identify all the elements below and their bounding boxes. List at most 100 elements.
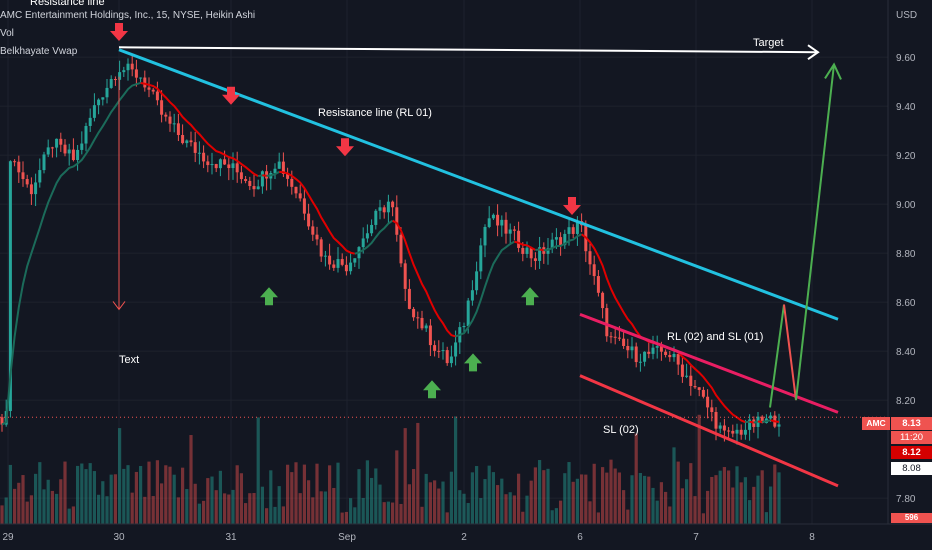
candle-body — [101, 97, 105, 100]
volume-bar — [298, 493, 302, 524]
candle-body — [67, 149, 71, 154]
candle-body — [281, 161, 285, 174]
volume-bar — [626, 509, 630, 524]
candle-body — [748, 419, 752, 430]
volume-bar — [525, 495, 529, 524]
volume-bar — [664, 491, 668, 524]
candle-body — [214, 164, 218, 169]
volume-bar — [323, 491, 327, 524]
volume-bar — [407, 484, 411, 524]
volume-bar — [340, 512, 344, 524]
volume-bar — [752, 486, 756, 524]
vwap-segment — [455, 240, 515, 338]
volume-bar — [59, 479, 63, 524]
volume-bar — [101, 481, 105, 524]
volume-bar — [206, 478, 210, 524]
volume-bar — [231, 489, 235, 524]
volume-bar — [378, 484, 382, 524]
vwap-segment — [140, 81, 259, 178]
volume-bar — [462, 493, 466, 524]
volume-bar — [739, 482, 743, 524]
volume-bar — [491, 472, 495, 524]
countdown-tag: 11:20 — [891, 431, 932, 444]
volume-bar — [181, 467, 185, 524]
volume-bar — [319, 491, 323, 524]
annotation-target[interactable]: Target — [753, 37, 784, 49]
candle-body — [34, 182, 38, 195]
annotation-rl01[interactable]: Resistance line (RL 01) — [318, 107, 432, 119]
candle-body — [38, 170, 42, 183]
candle-body — [491, 214, 495, 219]
candle-body — [424, 325, 428, 329]
time-tick-label: 30 — [113, 532, 125, 543]
vol-label[interactable]: Vol — [0, 28, 14, 39]
indicator-label[interactable]: Belkhayate Vwap — [0, 46, 78, 57]
annotation-resistance-top[interactable]: Resistance line — [30, 0, 105, 8]
volume-bar — [67, 508, 71, 524]
annotation-sl02[interactable]: SL (02) — [603, 424, 639, 436]
volume-bar — [227, 494, 231, 524]
candle-body — [25, 179, 29, 185]
time-tick-label: 29 — [2, 532, 14, 543]
candle-body — [752, 419, 756, 427]
candle-body — [17, 161, 21, 173]
candle-body — [290, 178, 294, 187]
volume-bar — [659, 482, 663, 524]
vwap-segment — [749, 420, 755, 424]
candle-body — [248, 180, 252, 187]
volume-bar — [357, 469, 361, 524]
volume-bar — [718, 470, 722, 524]
annotation-text[interactable]: Text — [119, 354, 140, 366]
volume-bar — [273, 506, 277, 524]
candle-body — [412, 308, 416, 318]
candle-body — [538, 247, 542, 261]
volume-bar — [449, 471, 453, 524]
volume-bar — [328, 465, 332, 524]
candle-body — [592, 264, 596, 277]
candle-body — [370, 224, 374, 234]
candle-body — [29, 184, 33, 195]
candle-body — [218, 159, 222, 169]
volume-bar — [109, 474, 113, 524]
candle-body — [428, 325, 432, 346]
time-tick-label: 31 — [225, 532, 237, 543]
swing-high-down-arrow — [110, 23, 128, 42]
volume-bar — [571, 481, 575, 524]
volume-bar — [164, 465, 168, 524]
secondary-price-tag: 8.08 — [891, 462, 932, 475]
volume-bar — [42, 489, 46, 524]
volume-bar — [286, 464, 290, 524]
candle-body — [542, 247, 546, 254]
candle-body — [8, 161, 12, 412]
volume-bar — [391, 502, 395, 524]
volume-bar — [441, 481, 445, 524]
candle-body — [227, 164, 231, 169]
candle-body — [554, 237, 558, 240]
candle-body — [634, 346, 638, 363]
candle-body — [420, 317, 424, 329]
volume-bar — [210, 476, 214, 524]
volume-bar — [508, 492, 512, 524]
candle-body — [512, 229, 516, 231]
volume-bar — [88, 463, 92, 524]
vwap-segment — [392, 219, 456, 338]
candle-body — [697, 387, 701, 390]
volume-bar — [0, 505, 4, 524]
volume-bar — [252, 493, 256, 524]
projection-arrowhead — [824, 62, 842, 80]
candle-body — [71, 149, 75, 161]
candle-body — [122, 70, 126, 73]
volume-bar — [214, 490, 218, 524]
volume-bar — [701, 513, 705, 524]
annotation-rl02-sl01[interactable]: RL (02) and SL (01) — [667, 331, 764, 343]
candle-body — [550, 239, 554, 249]
volume-bar — [483, 479, 487, 524]
time-tick-label: 2 — [461, 532, 467, 543]
vwap-segment — [770, 419, 780, 423]
volume-bar — [332, 487, 336, 524]
vwap-segment — [354, 219, 394, 255]
volume-bar — [487, 465, 491, 524]
price-tick-label: 9.00 — [896, 200, 916, 211]
volume-bar — [643, 475, 647, 524]
